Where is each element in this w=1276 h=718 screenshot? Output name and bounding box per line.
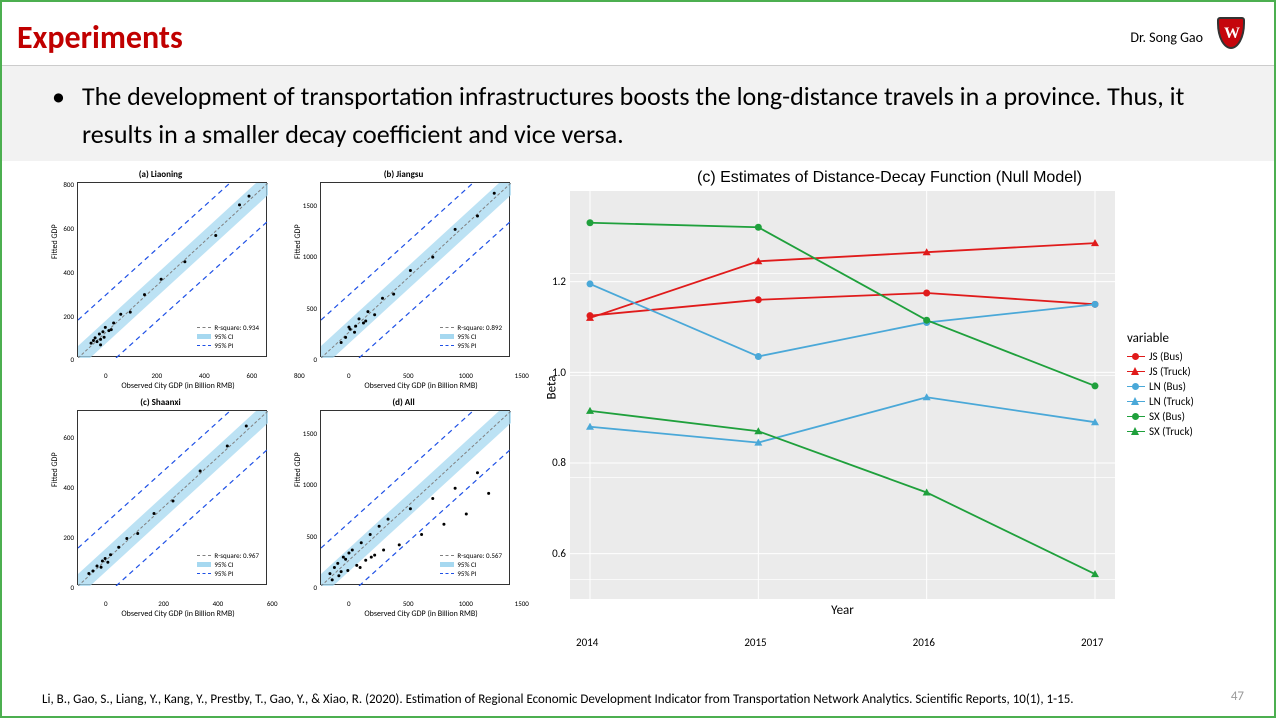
- legend-label: SX (Bus): [1149, 410, 1185, 423]
- legend-item: SX (Bus): [1127, 410, 1194, 423]
- legend-label: LN (Truck): [1149, 395, 1194, 408]
- scatter-ylabel: Fitted GDP: [293, 453, 303, 488]
- scatter-legend: R-square: 0.967 95% CI 95% PI: [194, 549, 262, 580]
- line-chart-title: (c) Estimates of Distance-Decay Function…: [530, 169, 1249, 187]
- scatter-title: (a) Liaoning: [42, 169, 279, 180]
- scatter-legend: R-square: 0.567 95% CI 95% PI: [437, 549, 505, 580]
- scatter-panel-2: (c) Shaanxi Fitted GDP 0200400600 R-squa…: [42, 397, 279, 619]
- citation: Li, B., Gao, S., Liang, Y., Kang, Y., Pr…: [42, 692, 1234, 708]
- header-right: Dr. Song Gao W: [1130, 17, 1249, 57]
- scatter-ylabel: Fitted GDP: [50, 225, 60, 260]
- scatter-panel-3: (d) All Fitted GDP 050010001500 R-square…: [285, 397, 522, 619]
- line-plot-area: Beta: [570, 191, 1115, 599]
- legend-item: JS (Bus): [1127, 350, 1194, 363]
- slide-header: Experiments Dr. Song Gao W: [2, 2, 1274, 66]
- line-x-label: Year: [570, 603, 1115, 618]
- scatter-xlabel: Observed City GDP (in Billion RMB): [320, 381, 522, 391]
- scatter-title: (c) Shaanxi: [42, 397, 279, 408]
- bullet-point: The development of transportation infras…: [32, 78, 1244, 153]
- scatter-title: (b) Jiangsu: [285, 169, 522, 180]
- scatter-xticks: 050010001500: [355, 599, 545, 609]
- scatter-xticks: 050010001500: [355, 371, 545, 381]
- scatter-xticks: 0200400600800: [112, 371, 302, 381]
- scatter-panel-1: (b) Jiangsu Fitted GDP 050010001500 R-sq…: [285, 169, 522, 391]
- legend-item: LN (Truck): [1127, 395, 1194, 408]
- scatter-legend: R-square: 0.934 95% CI 95% PI: [194, 321, 262, 352]
- legend-label: SX (Truck): [1149, 425, 1193, 438]
- legend-item: SX (Truck): [1127, 425, 1194, 438]
- legend-item: JS (Truck): [1127, 365, 1194, 378]
- scatter-plot: R-square: 0.892 95% CI 95% PI: [320, 182, 510, 357]
- line-legend: variable JS (Bus) JS (Truck) LN (Bus) LN…: [1127, 331, 1194, 618]
- scatter-xticks: 0200400600: [112, 599, 302, 609]
- page-number: 47: [1231, 689, 1244, 704]
- scatter-panel-0: (a) Liaoning Fitted GDP 0200400600800 R-…: [42, 169, 279, 391]
- scatter-title: (d) All: [285, 397, 522, 408]
- scatter-plot: R-square: 0.567 95% CI 95% PI: [320, 410, 510, 585]
- scatter-plot: R-square: 0.967 95% CI 95% PI: [77, 410, 267, 585]
- scatter-xlabel: Observed City GDP (in Billion RMB): [320, 609, 522, 619]
- charts-container: (a) Liaoning Fitted GDP 0200400600800 R-…: [2, 161, 1274, 624]
- legend-label: JS (Truck): [1149, 365, 1191, 378]
- scatter-xlabel: Observed City GDP (in Billion RMB): [77, 381, 279, 391]
- legend-label: LN (Bus): [1149, 380, 1186, 393]
- slide-title: Experiments: [17, 18, 183, 57]
- uw-crest-icon: W: [1217, 17, 1249, 57]
- scatter-ylabel: Fitted GDP: [293, 225, 303, 260]
- legend-label: JS (Bus): [1149, 350, 1183, 363]
- legend-title: variable: [1127, 331, 1194, 346]
- line-y-label: Beta: [544, 376, 559, 400]
- scatter-xlabel: Observed City GDP (in Billion RMB): [77, 609, 279, 619]
- legend-item: LN (Bus): [1127, 380, 1194, 393]
- line-chart-panel: (c) Estimates of Distance-Decay Function…: [530, 169, 1249, 619]
- scatter-ylabel: Fitted GDP: [50, 453, 60, 488]
- author-name: Dr. Song Gao: [1130, 29, 1203, 46]
- scatter-grid: (a) Liaoning Fitted GDP 0200400600800 R-…: [42, 169, 522, 619]
- body-text-area: The development of transportation infras…: [2, 66, 1274, 161]
- scatter-plot: R-square: 0.934 95% CI 95% PI: [77, 182, 267, 357]
- scatter-legend: R-square: 0.892 95% CI 95% PI: [437, 321, 505, 352]
